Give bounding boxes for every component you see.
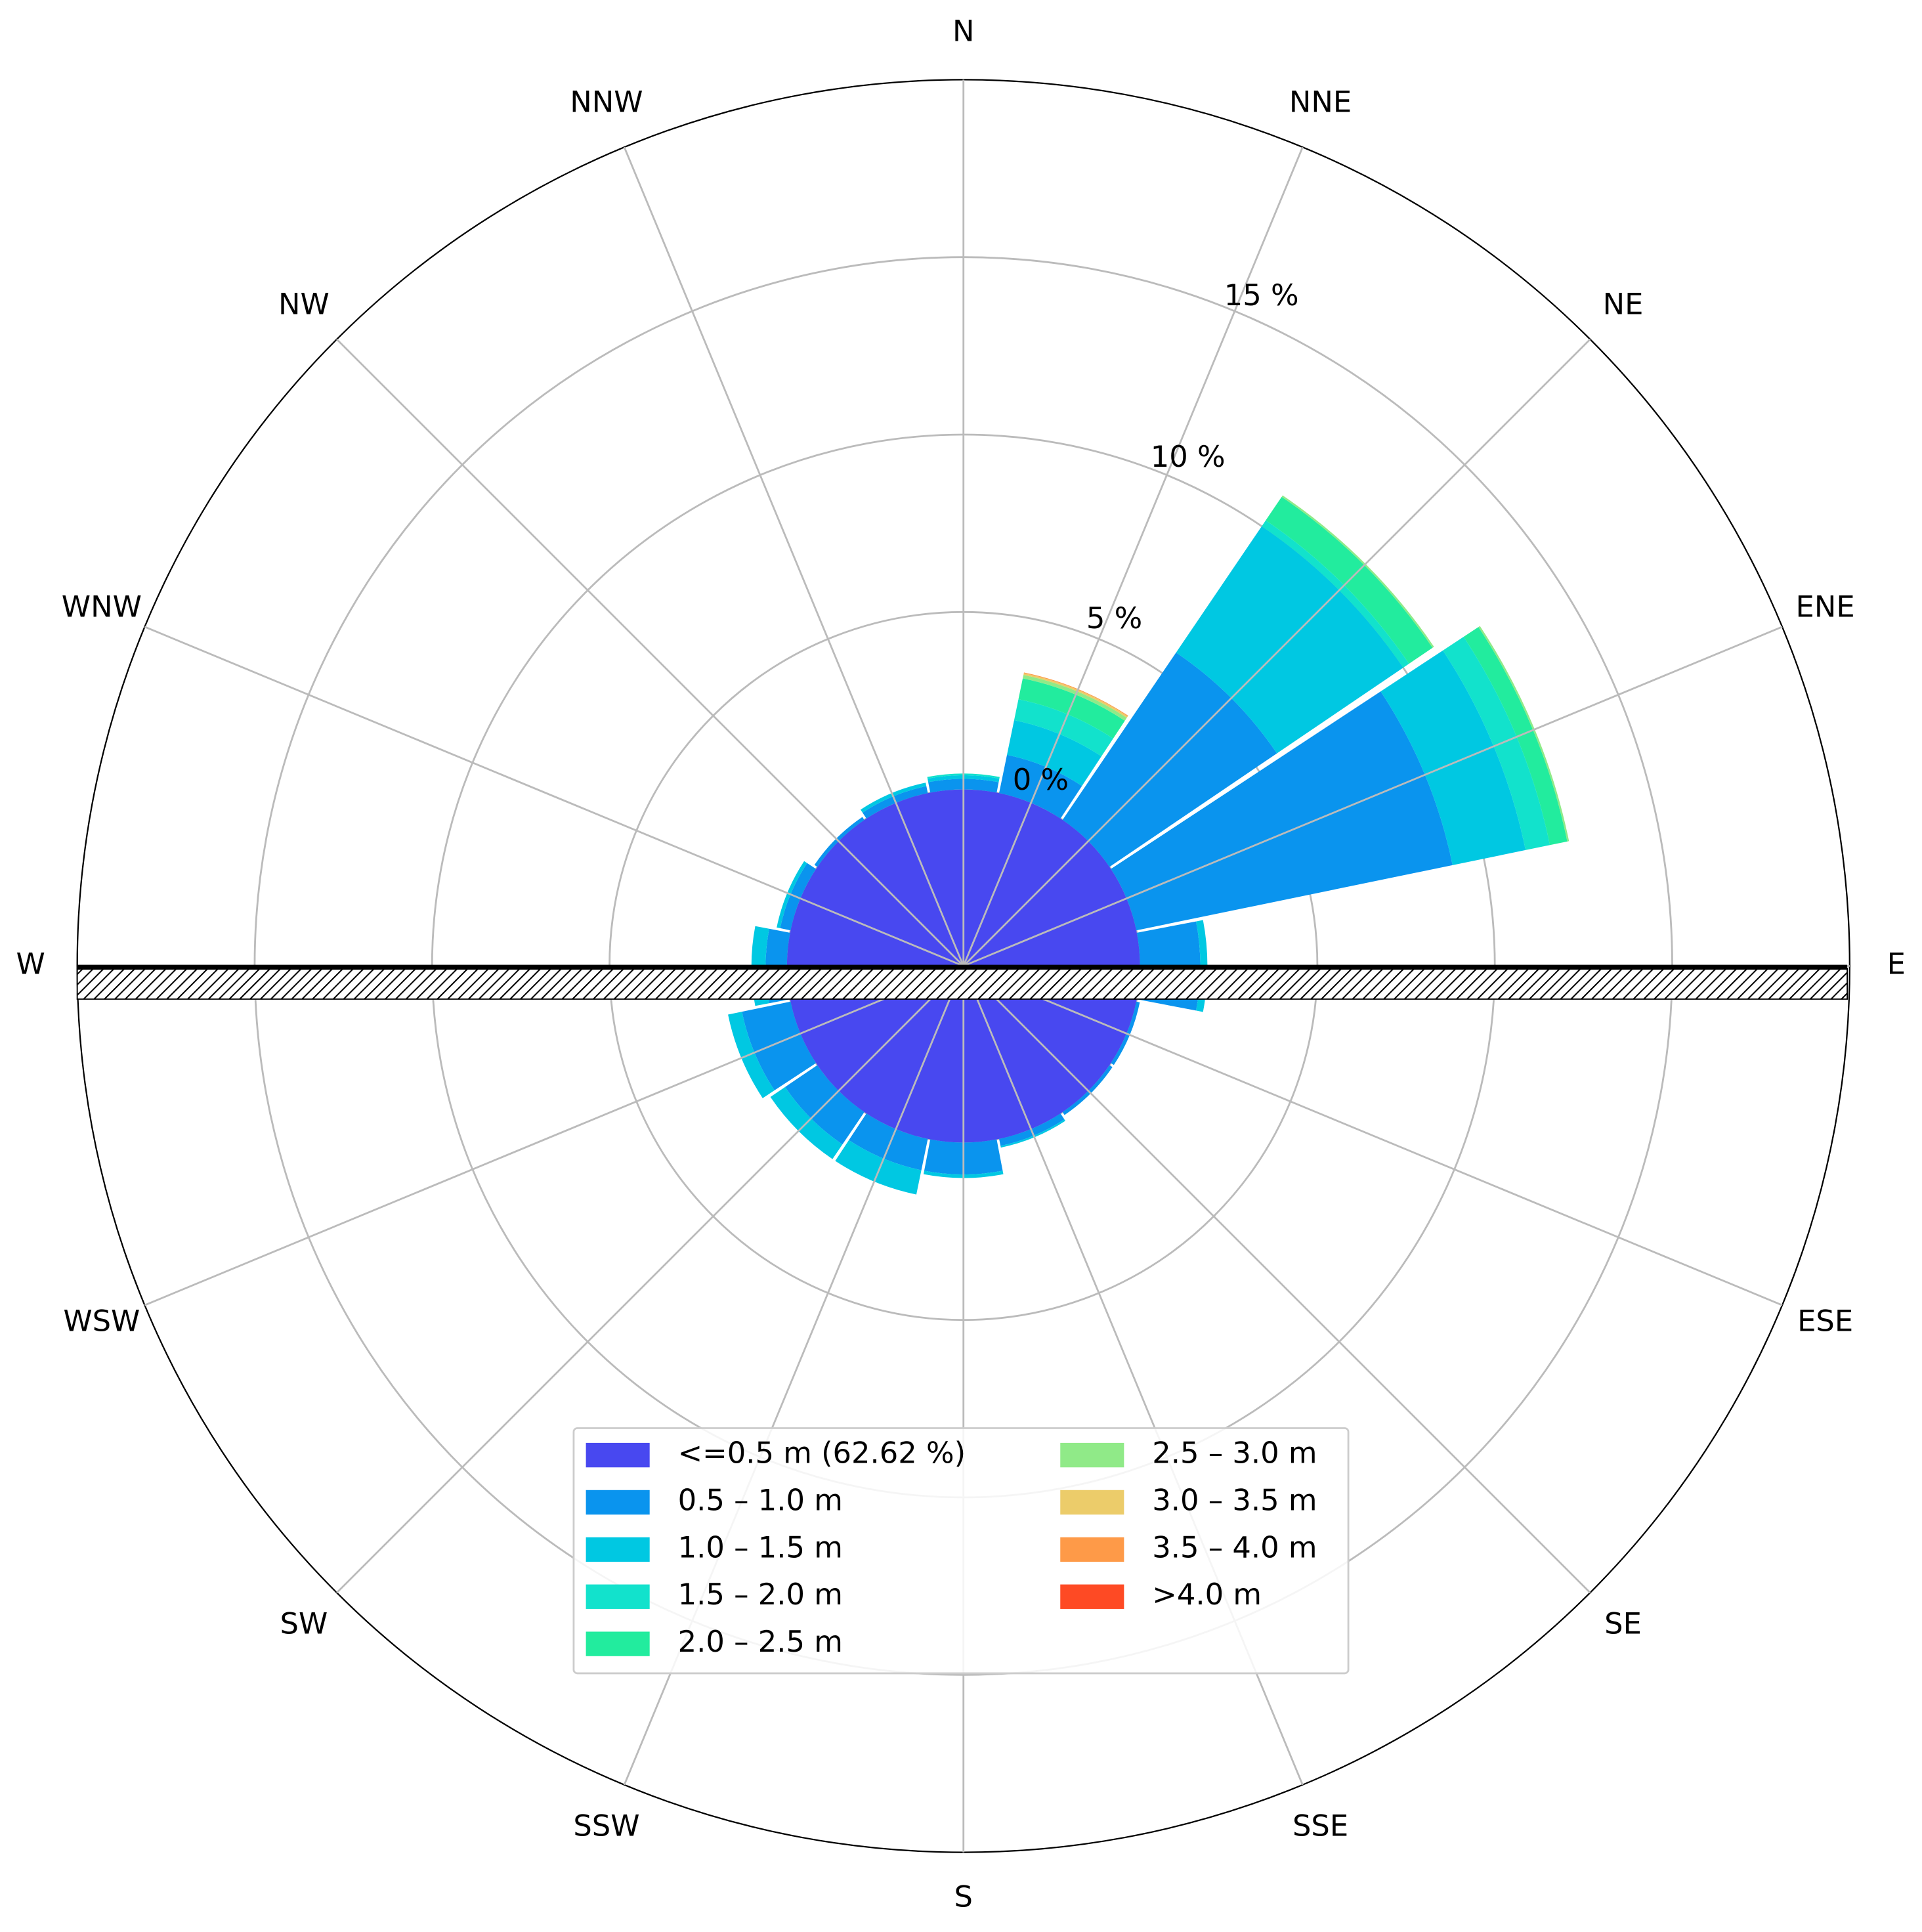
r-tick-label: 10 % xyxy=(1151,439,1226,474)
legend-swatch xyxy=(1060,1442,1124,1468)
bars xyxy=(77,79,1850,1853)
direction-label: W xyxy=(16,946,45,981)
spoke xyxy=(144,965,964,1306)
legend-swatch xyxy=(586,1584,650,1609)
bar-segment xyxy=(742,1001,817,1090)
bar-segment xyxy=(927,773,1000,779)
legend-label: 2.5 – 3.0 m xyxy=(1152,1436,1317,1470)
r-tick-label: 5 % xyxy=(1086,601,1142,635)
legend-label: 2.0 – 2.5 m xyxy=(678,1624,843,1659)
bar-segment xyxy=(777,861,807,928)
bar-segment xyxy=(1062,1065,1113,1115)
legend-swatch xyxy=(586,1537,650,1562)
spoke xyxy=(336,338,964,967)
land-hatch xyxy=(76,968,1848,1000)
bar-segment xyxy=(1380,650,1526,865)
r-tick-label: 0 % xyxy=(1013,762,1069,797)
direction-label: WNW xyxy=(62,590,142,624)
bar-segment xyxy=(1014,699,1113,757)
legend-label: >4.0 m xyxy=(1152,1577,1262,1612)
legend-swatch xyxy=(1060,1537,1124,1562)
bar-segment xyxy=(728,1012,775,1098)
direction-label: NNW xyxy=(570,85,643,119)
bar-segment xyxy=(1111,1001,1140,1065)
bar-segment xyxy=(1111,691,1453,931)
direction-label: NE xyxy=(1603,287,1644,322)
direction-label: E xyxy=(1887,946,1906,981)
spoke xyxy=(962,146,1304,967)
spoke xyxy=(623,146,965,967)
land-mask xyxy=(76,964,1848,1000)
bar-segment xyxy=(835,1140,922,1195)
direction-label: S xyxy=(954,1879,973,1914)
direction-label: SW xyxy=(280,1606,328,1641)
spoke xyxy=(963,626,1783,967)
legend-swatch xyxy=(1060,1490,1124,1515)
direction-label: NW xyxy=(278,287,330,322)
legend-swatch xyxy=(586,1490,650,1515)
legend-label: <=0.5 m (62.62 %) xyxy=(678,1436,966,1470)
legend-label: 3.5 – 4.0 m xyxy=(1152,1530,1317,1564)
spoke xyxy=(336,965,964,1594)
bar-segment xyxy=(814,817,865,867)
spoke xyxy=(963,965,1783,1306)
direction-label: ENE xyxy=(1796,590,1855,624)
legend: <=0.5 m (62.62 %) 0.5 – 1.0 m 1.0 – 1.5 m 1… xyxy=(572,1427,1350,1675)
legend-label: 0.5 – 1.0 m xyxy=(678,1482,843,1517)
direction-label: NNE xyxy=(1289,85,1352,119)
spoke xyxy=(144,626,964,967)
r-tick-label: 15 % xyxy=(1224,278,1299,312)
direction-label: WSW xyxy=(63,1303,140,1338)
bar-segment xyxy=(1262,520,1409,668)
direction-label: SSE xyxy=(1292,1808,1348,1843)
bar-segment xyxy=(1007,719,1101,786)
bar-segment xyxy=(1443,637,1550,850)
legend-box xyxy=(572,1427,1350,1675)
spoke xyxy=(962,338,1591,967)
direction-label: SE xyxy=(1604,1606,1642,1641)
legend-swatch xyxy=(1060,1584,1124,1609)
legend-label: 1.5 – 2.0 m xyxy=(678,1577,843,1612)
bar-segment xyxy=(1000,1119,1065,1148)
bar-segment xyxy=(849,1113,928,1170)
direction-label: ESE xyxy=(1797,1303,1853,1338)
bar-segment xyxy=(999,754,1082,819)
bar-segment xyxy=(1023,675,1127,721)
legend-label: 3.0 – 3.5 m xyxy=(1152,1482,1317,1517)
bar-segment xyxy=(860,783,927,813)
bar-segment xyxy=(1018,678,1125,739)
legend-swatch xyxy=(586,1631,650,1656)
legend-label: 1.0 – 1.5 m xyxy=(678,1530,843,1564)
bar-segment xyxy=(1463,627,1568,846)
labels: 0 % 5 % 10 % 15 % N NNE NE ENE E ESE SE SSE S SSW SW WS… xyxy=(16,13,1906,1914)
bar-segment xyxy=(923,1170,1004,1178)
direction-label: SSW xyxy=(573,1808,639,1843)
spoke xyxy=(962,965,1591,1594)
legend-swatch xyxy=(586,1442,650,1468)
direction-label: N xyxy=(952,13,975,48)
